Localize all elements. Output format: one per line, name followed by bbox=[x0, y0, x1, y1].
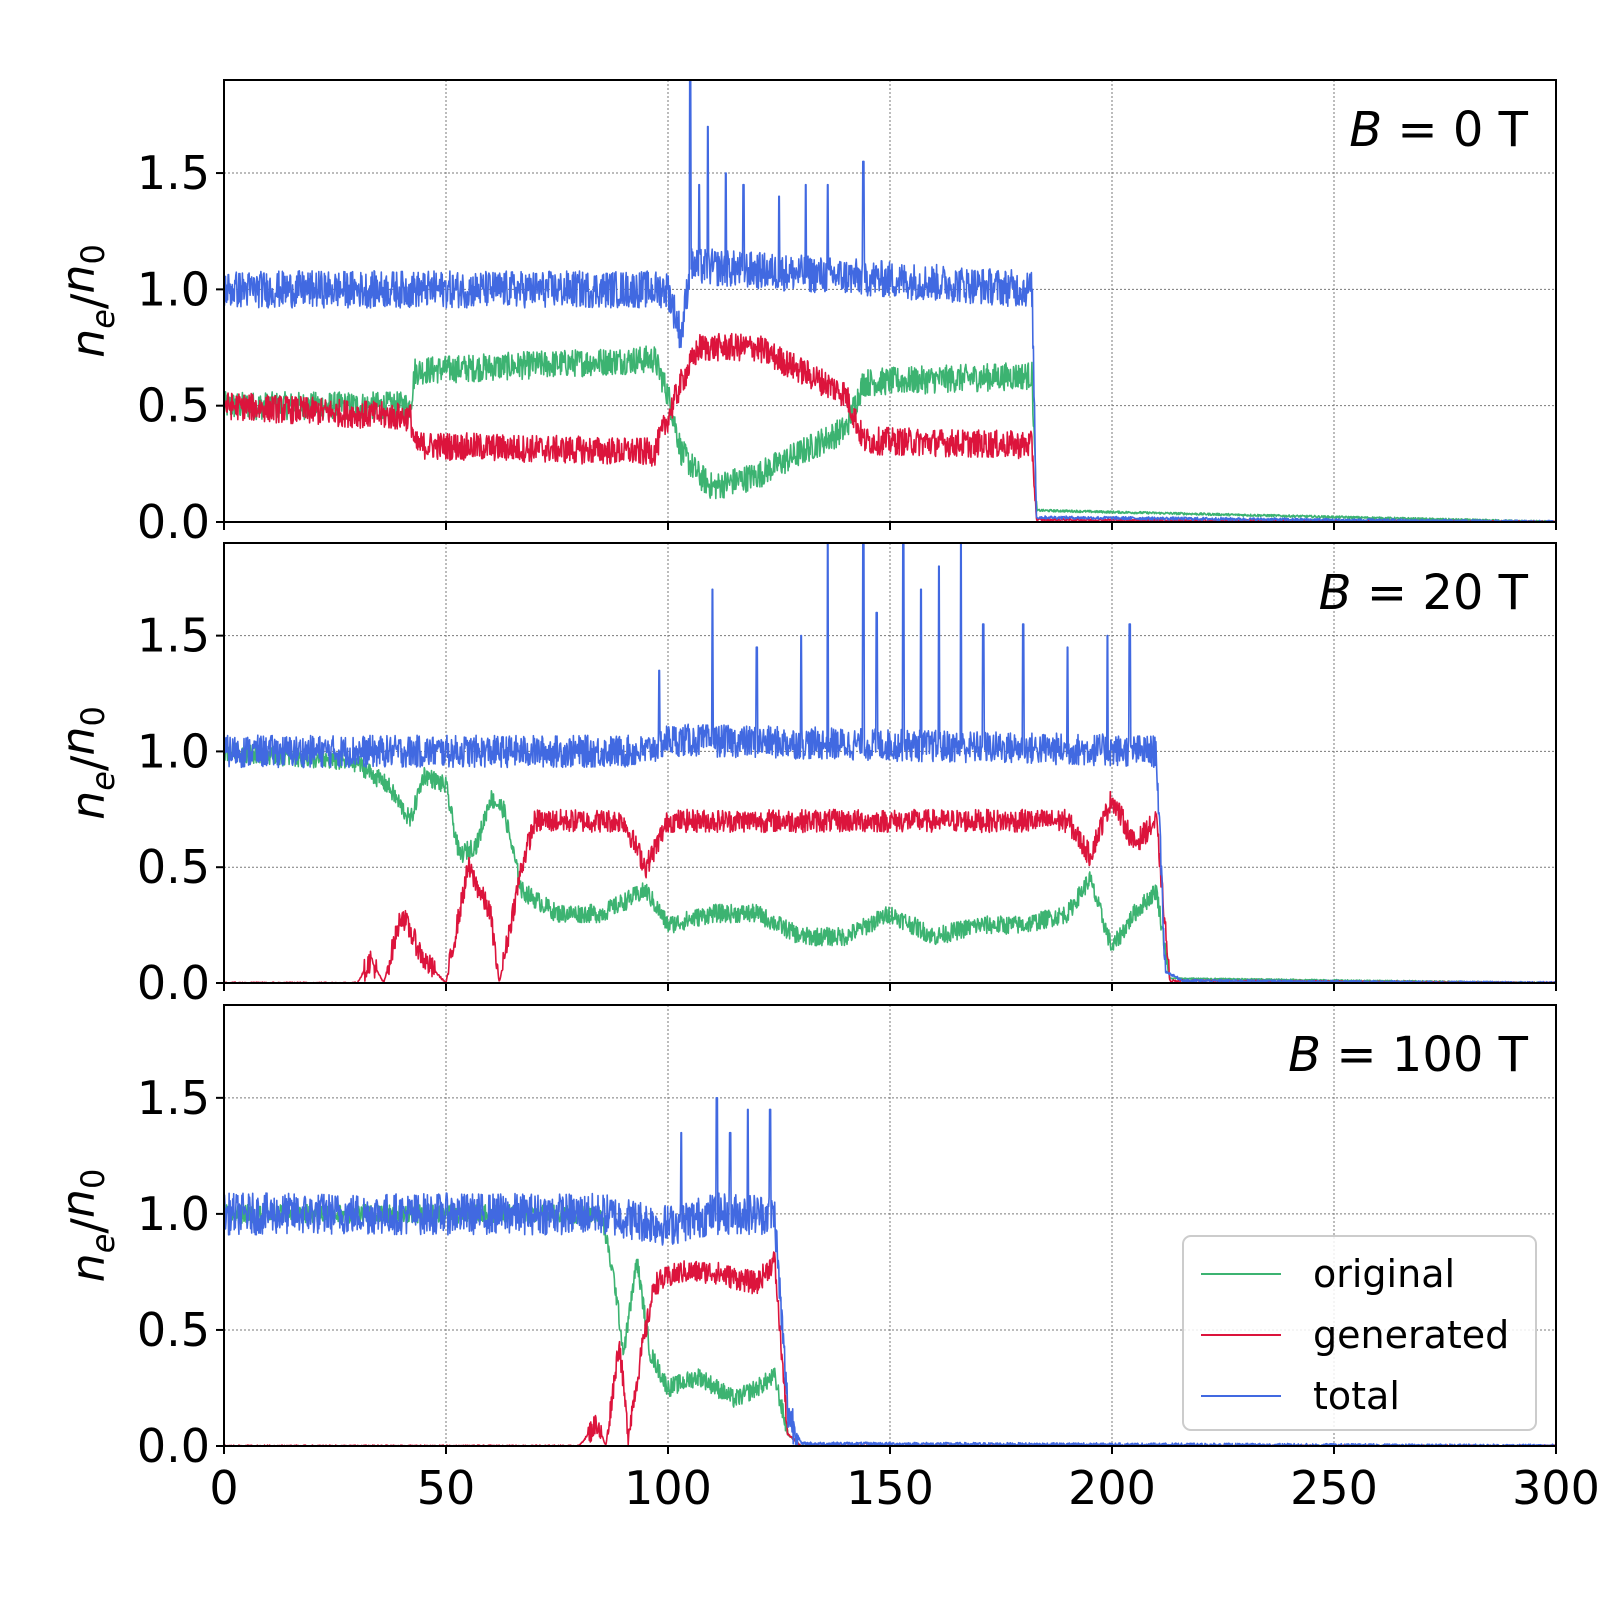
panel-label-value: 20 bbox=[1422, 565, 1483, 621]
legend: original generated total bbox=[1182, 1235, 1537, 1431]
panel-label-var: B bbox=[1319, 565, 1352, 621]
panel-1: 0.00.51.01.5ne/n0B = 20 T bbox=[51, 542, 1557, 1010]
panel-label-unit: T bbox=[1483, 1027, 1528, 1083]
y-tick-label: 0.5 bbox=[137, 840, 210, 894]
panel-label-value: 100 bbox=[1392, 1027, 1484, 1083]
y-label-part-ref_sub: 0 bbox=[74, 706, 112, 726]
y-label-part-base_sub: e bbox=[84, 1234, 122, 1254]
x-tick-label: 0 bbox=[209, 1461, 238, 1515]
y-label-part-base: n bbox=[61, 1253, 115, 1282]
y-label-part-base: n bbox=[61, 329, 115, 358]
legend-label: generated bbox=[1313, 1313, 1509, 1357]
panel-label-eq: = bbox=[1352, 565, 1423, 621]
y-label-part-ref: n bbox=[51, 264, 105, 293]
series-group bbox=[224, 80, 1556, 522]
y-tick-label: 0.0 bbox=[137, 1419, 210, 1473]
panel-0: 0.00.51.01.5ne/n0B = 0 T bbox=[51, 79, 1557, 549]
y-tick-label: 0.0 bbox=[137, 495, 210, 549]
y-tick-label: 1.0 bbox=[137, 1187, 210, 1241]
panel-label-eq: = bbox=[1382, 102, 1453, 158]
panel-label-var: B bbox=[1349, 102, 1382, 158]
y-axis-label: ne/n0 bbox=[51, 706, 122, 820]
panel-label: B = 100 T bbox=[1288, 1027, 1529, 1083]
y-label-part-ref: n bbox=[51, 1189, 105, 1218]
y-tick-label: 0.5 bbox=[137, 1303, 210, 1357]
y-label-part-slash: / bbox=[61, 293, 115, 309]
x-tick-label: 50 bbox=[417, 1461, 476, 1515]
y-label-part-base_sub: e bbox=[84, 771, 122, 791]
legend-box bbox=[1182, 1235, 1537, 1431]
x-tick-label: 200 bbox=[1068, 1461, 1156, 1515]
panel-label-var: B bbox=[1288, 1027, 1321, 1083]
y-tick-label: 1.5 bbox=[137, 146, 210, 200]
y-label-part-ref_sub: 0 bbox=[74, 244, 112, 264]
y-tick-label: 1.5 bbox=[137, 609, 210, 663]
y-tick-label: 1.0 bbox=[137, 724, 210, 778]
x-tick-label: 250 bbox=[1290, 1461, 1378, 1515]
y-tick-label: 0.0 bbox=[137, 956, 210, 1010]
y-label-part-slash: / bbox=[61, 755, 115, 771]
y-label-part-base_sub: e bbox=[84, 309, 122, 329]
panel-label-value: 0 bbox=[1453, 102, 1484, 158]
series-total bbox=[224, 543, 1556, 983]
series-original bbox=[224, 742, 1556, 983]
series-total bbox=[224, 80, 1556, 522]
legend-label: original bbox=[1313, 1252, 1455, 1296]
x-tick-label: 300 bbox=[1512, 1461, 1600, 1515]
y-tick-label: 1.0 bbox=[137, 262, 210, 316]
y-axis-label: ne/n0 bbox=[51, 244, 122, 358]
x-tick-label: 150 bbox=[846, 1461, 934, 1515]
series-original bbox=[224, 345, 1556, 522]
panel-label-eq: = bbox=[1321, 1027, 1392, 1083]
y-label-part-base: n bbox=[61, 791, 115, 820]
y-tick-label: 1.5 bbox=[137, 1071, 210, 1125]
panel-label-unit: T bbox=[1483, 102, 1528, 158]
panel-label: B = 0 T bbox=[1349, 102, 1528, 158]
y-label-part-slash: / bbox=[61, 1218, 115, 1234]
legend-label: total bbox=[1313, 1374, 1400, 1418]
series-total bbox=[224, 1097, 1556, 1446]
y-label-part-ref: n bbox=[51, 726, 105, 755]
y-label-part-ref_sub: 0 bbox=[74, 1169, 112, 1189]
panel-label: B = 20 T bbox=[1319, 565, 1529, 621]
y-axis-label: ne/n0 bbox=[51, 1169, 122, 1283]
panel-label-unit: T bbox=[1483, 565, 1528, 621]
y-tick-label: 0.5 bbox=[137, 379, 210, 433]
x-tick-label: 100 bbox=[624, 1461, 712, 1515]
